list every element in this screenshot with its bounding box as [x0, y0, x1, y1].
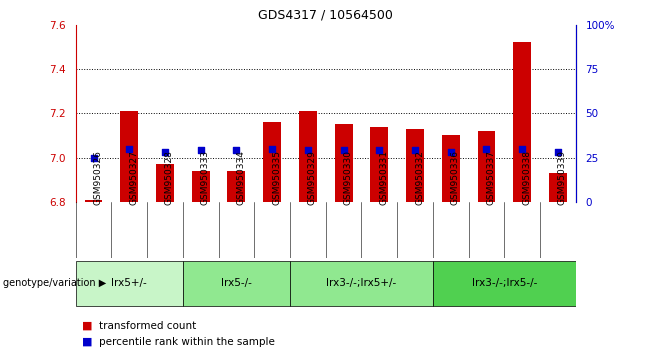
Point: [160, 149, 170, 155]
Text: lrx3-/-;lrx5-/-: lrx3-/-;lrx5-/-: [472, 278, 537, 288]
Bar: [406, 129, 424, 202]
Text: lrx5-/-: lrx5-/-: [221, 278, 252, 288]
Point: [374, 148, 384, 153]
Bar: [191, 171, 210, 202]
FancyBboxPatch shape: [76, 261, 183, 306]
Text: GSM950328: GSM950328: [165, 150, 174, 205]
Bar: [478, 131, 495, 202]
Point: [338, 148, 349, 153]
Text: GSM950339: GSM950339: [558, 150, 567, 205]
Point: [553, 149, 563, 155]
Text: GSM950326: GSM950326: [93, 150, 103, 205]
Bar: [549, 173, 567, 202]
Text: GSM950330: GSM950330: [343, 150, 353, 205]
Text: genotype/variation ▶: genotype/variation ▶: [3, 278, 107, 288]
Point: [88, 155, 99, 160]
Point: [481, 146, 492, 152]
Text: GSM950338: GSM950338: [522, 150, 531, 205]
FancyBboxPatch shape: [290, 261, 433, 306]
Point: [517, 146, 528, 152]
Bar: [228, 171, 245, 202]
Text: GSM950333: GSM950333: [201, 150, 210, 205]
Bar: [85, 200, 103, 202]
Bar: [299, 111, 316, 202]
FancyBboxPatch shape: [433, 261, 576, 306]
Bar: [120, 111, 138, 202]
Text: ■: ■: [82, 321, 93, 331]
Text: ■: ■: [82, 337, 93, 347]
Text: GSM950337: GSM950337: [486, 150, 495, 205]
Bar: [156, 164, 174, 202]
Point: [267, 146, 278, 152]
Point: [445, 149, 456, 155]
Text: GSM950331: GSM950331: [379, 150, 388, 205]
Text: GSM950332: GSM950332: [415, 150, 424, 205]
Point: [303, 148, 313, 153]
Point: [231, 148, 241, 153]
Text: transformed count: transformed count: [99, 321, 196, 331]
Text: lrx5+/-: lrx5+/-: [111, 278, 147, 288]
FancyBboxPatch shape: [183, 261, 290, 306]
Text: lrx3-/-;lrx5+/-: lrx3-/-;lrx5+/-: [326, 278, 397, 288]
Bar: [370, 127, 388, 202]
Text: GDS4317 / 10564500: GDS4317 / 10564500: [259, 9, 393, 22]
Text: GSM950335: GSM950335: [272, 150, 281, 205]
Text: percentile rank within the sample: percentile rank within the sample: [99, 337, 274, 347]
Text: GSM950334: GSM950334: [236, 150, 245, 205]
Point: [410, 148, 420, 153]
Text: GSM950329: GSM950329: [308, 150, 317, 205]
Text: GSM950336: GSM950336: [451, 150, 460, 205]
Bar: [442, 136, 460, 202]
Point: [195, 148, 206, 153]
Text: GSM950327: GSM950327: [129, 150, 138, 205]
Point: [124, 146, 134, 152]
Bar: [263, 122, 281, 202]
Bar: [513, 42, 531, 202]
Bar: [335, 124, 353, 202]
